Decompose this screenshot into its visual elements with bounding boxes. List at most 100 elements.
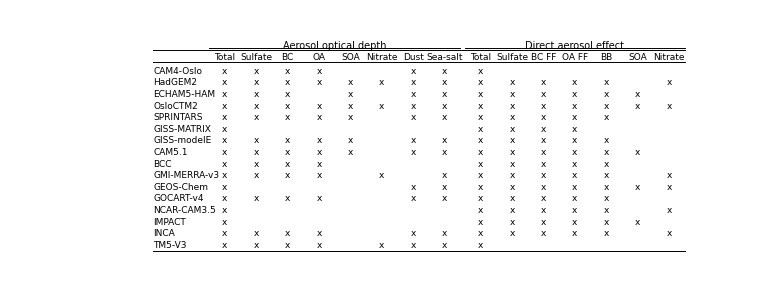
- Text: x: x: [604, 194, 609, 203]
- Text: INCA: INCA: [153, 229, 174, 238]
- Text: x: x: [572, 171, 578, 180]
- Text: x: x: [254, 148, 259, 157]
- Text: x: x: [509, 218, 514, 227]
- Text: x: x: [316, 148, 322, 157]
- Text: x: x: [604, 148, 609, 157]
- Text: x: x: [442, 148, 447, 157]
- Text: x: x: [541, 218, 546, 227]
- Text: Aerosol optical depth: Aerosol optical depth: [283, 41, 386, 51]
- Text: x: x: [379, 171, 385, 180]
- Text: x: x: [316, 194, 322, 203]
- Text: x: x: [223, 125, 228, 134]
- Text: x: x: [478, 102, 483, 110]
- Text: x: x: [223, 206, 228, 215]
- Text: x: x: [541, 148, 546, 157]
- Text: x: x: [285, 171, 290, 180]
- Text: x: x: [635, 183, 640, 192]
- Text: x: x: [223, 241, 228, 250]
- Text: x: x: [223, 148, 228, 157]
- Text: x: x: [604, 218, 609, 227]
- Text: x: x: [442, 194, 447, 203]
- Text: x: x: [509, 136, 514, 145]
- Text: x: x: [666, 102, 671, 110]
- Text: ECHAM5-HAM: ECHAM5-HAM: [153, 90, 215, 99]
- Text: NCAR-CAM3.5: NCAR-CAM3.5: [153, 206, 216, 215]
- Text: x: x: [411, 90, 416, 99]
- Text: x: x: [666, 171, 671, 180]
- Text: x: x: [379, 241, 385, 250]
- Text: OsloCTM2: OsloCTM2: [153, 102, 198, 110]
- Text: x: x: [254, 136, 259, 145]
- Text: x: x: [604, 229, 609, 238]
- Text: CAM4-Oslo: CAM4-Oslo: [153, 67, 202, 76]
- Text: x: x: [541, 206, 546, 215]
- Text: x: x: [316, 229, 322, 238]
- Text: Total: Total: [470, 53, 491, 62]
- Text: x: x: [442, 90, 447, 99]
- Text: x: x: [541, 90, 546, 99]
- Text: x: x: [478, 148, 483, 157]
- Text: x: x: [223, 194, 228, 203]
- Text: SOA: SOA: [628, 53, 647, 62]
- Text: SPRINTARS: SPRINTARS: [153, 113, 203, 122]
- Text: x: x: [442, 183, 447, 192]
- Text: GOCART-v4: GOCART-v4: [153, 194, 203, 203]
- Text: x: x: [541, 136, 546, 145]
- Text: x: x: [223, 102, 228, 110]
- Text: x: x: [572, 136, 578, 145]
- Text: x: x: [254, 113, 259, 122]
- Text: x: x: [285, 148, 290, 157]
- Text: x: x: [604, 78, 609, 87]
- Text: x: x: [478, 229, 483, 238]
- Text: x: x: [509, 194, 514, 203]
- Text: x: x: [478, 218, 483, 227]
- Text: x: x: [478, 67, 483, 76]
- Text: x: x: [509, 102, 514, 110]
- Text: x: x: [285, 160, 290, 169]
- Text: x: x: [604, 102, 609, 110]
- Text: x: x: [285, 67, 290, 76]
- Text: x: x: [347, 78, 353, 87]
- Text: IMPACT: IMPACT: [153, 218, 186, 227]
- Text: x: x: [509, 171, 514, 180]
- Text: x: x: [635, 148, 640, 157]
- Text: x: x: [572, 218, 578, 227]
- Text: x: x: [316, 113, 322, 122]
- Text: x: x: [411, 67, 416, 76]
- Text: Dust: Dust: [403, 53, 424, 62]
- Text: x: x: [509, 90, 514, 99]
- Text: Total: Total: [214, 53, 235, 62]
- Text: Nitrate: Nitrate: [653, 53, 685, 62]
- Text: x: x: [478, 194, 483, 203]
- Text: x: x: [604, 113, 609, 122]
- Text: OA: OA: [312, 53, 325, 62]
- Text: x: x: [347, 90, 353, 99]
- Text: x: x: [411, 241, 416, 250]
- Text: x: x: [254, 78, 259, 87]
- Text: x: x: [666, 78, 671, 87]
- Text: x: x: [541, 171, 546, 180]
- Text: GISS-MATRIX: GISS-MATRIX: [153, 125, 211, 134]
- Text: x: x: [666, 229, 671, 238]
- Text: x: x: [223, 218, 228, 227]
- Text: x: x: [442, 113, 447, 122]
- Text: x: x: [411, 78, 416, 87]
- Text: x: x: [254, 229, 259, 238]
- Text: x: x: [572, 148, 578, 157]
- Text: BC: BC: [281, 53, 294, 62]
- Text: Sulfate: Sulfate: [496, 53, 528, 62]
- Text: x: x: [285, 78, 290, 87]
- Text: x: x: [285, 229, 290, 238]
- Text: GEOS-Chem: GEOS-Chem: [153, 183, 208, 192]
- Text: x: x: [541, 102, 546, 110]
- Text: x: x: [223, 67, 228, 76]
- Text: x: x: [478, 171, 483, 180]
- Text: x: x: [379, 78, 385, 87]
- Text: x: x: [541, 160, 546, 169]
- Text: Sea-salt: Sea-salt: [426, 53, 463, 62]
- Text: TM5-V3: TM5-V3: [153, 241, 187, 250]
- Text: Sulfate: Sulfate: [240, 53, 272, 62]
- Text: x: x: [509, 78, 514, 87]
- Text: x: x: [666, 206, 671, 215]
- Text: x: x: [509, 113, 514, 122]
